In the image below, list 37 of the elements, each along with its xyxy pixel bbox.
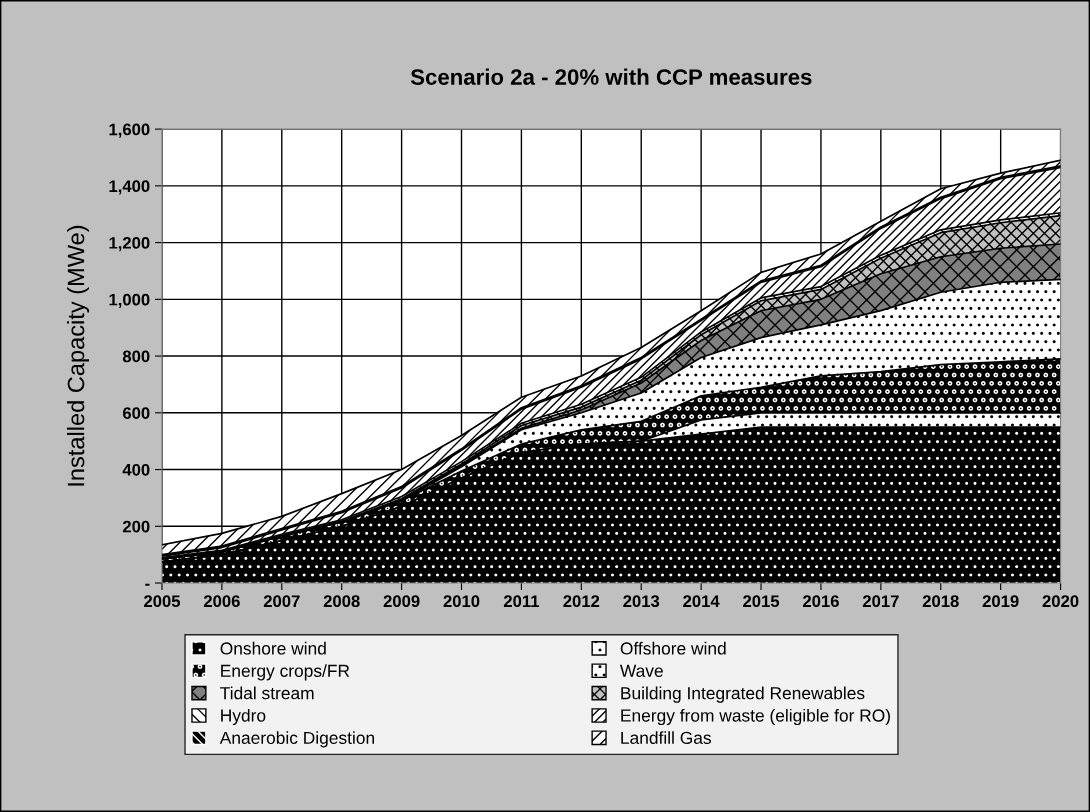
y-tick-label: 400 <box>122 463 150 476</box>
x-tick-label: 2010 <box>443 595 480 608</box>
x-tick-label: 2009 <box>383 595 420 608</box>
y-tick-label: - <box>145 583 150 586</box>
y-tick-label: 200 <box>122 520 150 533</box>
legend-label: Anaerobic Digestion <box>219 731 374 748</box>
legend-label: Tidal stream <box>220 686 314 700</box>
y-axis-title: Installed Capacity (MWe) <box>67 225 90 486</box>
y-tick-label: 1,200 <box>109 236 150 252</box>
y-tick-label: 1,400 <box>109 180 150 195</box>
x-tick-label: 2016 <box>802 595 839 608</box>
x-tick-label: 2018 <box>922 595 959 608</box>
x-tick-label: 2019 <box>982 595 1019 608</box>
x-tick-label: 2006 <box>203 595 240 608</box>
x-tick-label: 2015 <box>743 595 780 608</box>
x-tick-label: 2012 <box>563 595 600 608</box>
legend-label: Wave <box>619 664 663 677</box>
legend-label: Energy from waste (eligible for RO) <box>621 708 890 726</box>
x-tick-label: 2011 <box>503 595 540 608</box>
x-tick-label: 2020 <box>1042 595 1079 608</box>
x-tick-label: 2008 <box>323 595 360 608</box>
x-tick-label: 2013 <box>623 595 660 608</box>
legend-label: Hydro <box>221 708 266 726</box>
x-tick-label: 2014 <box>683 595 720 608</box>
legend-label: Landfill Gas <box>621 731 711 745</box>
legend-label: Energy crops/FR <box>221 664 350 681</box>
x-tick-label: 2005 <box>144 595 181 608</box>
y-tick-label: 1,600 <box>109 123 150 138</box>
legend-label: Building Integrated Renewables <box>621 686 865 703</box>
legend-label: Offshore wind <box>620 641 726 655</box>
y-tick-label: 600 <box>122 407 150 419</box>
y-tick-label: 1,000 <box>109 293 150 308</box>
legend-label: Onshore wind <box>220 641 326 655</box>
x-tick-label: 2017 <box>862 595 899 608</box>
chart-title: Scenario 2a - 20% with CCP measures <box>410 68 812 85</box>
y-tick-label: 800 <box>122 350 150 363</box>
x-tick-label: 2007 <box>263 595 300 608</box>
